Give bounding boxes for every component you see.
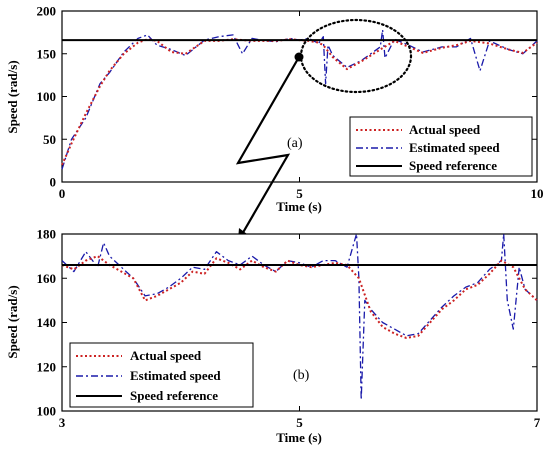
panel-b-y-tick-label: 160 <box>37 271 57 286</box>
panel-b-x-tick-label: 3 <box>59 415 66 430</box>
panel-b-chart: 3 5 7 100 120 140 160 180 Time (s) Speed (rad/s… <box>5 227 541 446</box>
panel-b-ticks: 3 5 7 100 120 140 160 180 <box>37 227 541 431</box>
panel-a-x-axis-label: Time (s) <box>276 199 322 214</box>
panel-a-legend: Actual speed Estimated speed Speed refer… <box>349 116 533 177</box>
panel-b-y-tick-label: 100 <box>37 404 57 419</box>
panel-b-y-tick-label: 140 <box>37 315 57 330</box>
panel-b-legend-reference-label: Speed reference <box>130 388 218 403</box>
panel-a-y-tick-label: 0 <box>50 175 57 190</box>
panel-a-legend-box <box>349 116 533 177</box>
panel-b-series-dashdot-line <box>61 233 538 401</box>
panel-a-legend-reference-label: Speed reference <box>409 158 497 173</box>
panel-a-label: (a) <box>287 136 303 151</box>
panel-a-x-tick-label: 10 <box>531 186 544 201</box>
panel-b-legend: Actual speed Estimated speed Speed refer… <box>69 342 254 408</box>
panel-a-x-tick-label: 5 <box>296 186 303 201</box>
panel-a-y-tick-label: 100 <box>37 89 57 104</box>
panel-b-legend-actual-label: Actual speed <box>130 348 202 363</box>
panel-a-legend-estimated-label: Estimated speed <box>409 140 500 155</box>
panel-b-label: (b) <box>293 368 310 383</box>
panel-b-x-axis-label: Time (s) <box>276 430 322 445</box>
panel-b-x-tick-label: 5 <box>296 415 303 430</box>
panel-a-x-tick-label: 0 <box>59 186 66 201</box>
panel-b-y-tick-label: 120 <box>37 359 57 374</box>
panel-a-y-axis-label: Speed (rad/s) <box>5 60 20 133</box>
panel-b-x-tick-label: 7 <box>534 415 541 430</box>
panel-b-series <box>61 233 538 401</box>
panel-a-y-tick-label: 50 <box>43 132 56 147</box>
panel-a-y-tick-label: 150 <box>37 46 57 61</box>
panel-a-series <box>61 29 538 170</box>
panel-b-legend-estimated-label: Estimated speed <box>130 368 221 383</box>
panel-b-y-tick-label: 180 <box>37 227 57 242</box>
zoom-lightning-arrow <box>235 56 300 237</box>
panel-a-y-tick-label: 200 <box>37 4 57 19</box>
panel-b-y-axis-label: Speed (rad/s) <box>5 285 20 358</box>
panel-a-legend-actual-label: Actual speed <box>409 122 481 137</box>
